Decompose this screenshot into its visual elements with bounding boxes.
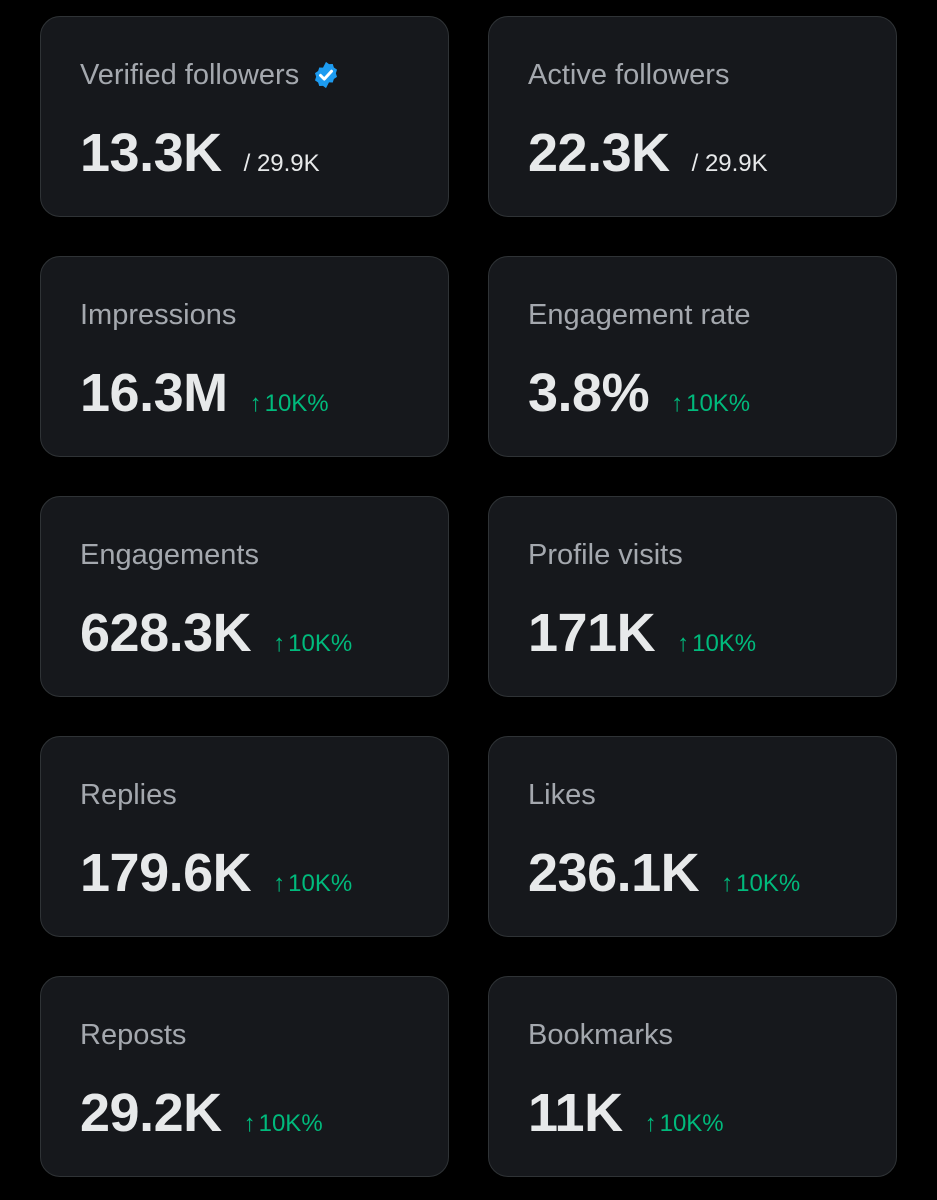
analytics-grid: Verified followers 13.3K / 29.9K Active … bbox=[40, 16, 897, 1177]
metric-change: ↑ 10K% bbox=[721, 870, 800, 898]
arrow-up-icon: ↑ bbox=[273, 870, 286, 897]
metric-label-text: Reposts bbox=[80, 1019, 187, 1051]
metric-label-text: Likes bbox=[528, 779, 596, 811]
metric-value: 13.3K bbox=[80, 123, 222, 183]
metric-change: ↑ 10K% bbox=[273, 870, 352, 898]
metric-value-row: 171K ↑ 10K% bbox=[528, 603, 756, 663]
metric-change: ↑ 10K% bbox=[645, 1110, 724, 1138]
arrow-up-icon: ↑ bbox=[671, 390, 684, 417]
metric-change-text: 10K% bbox=[659, 1110, 724, 1137]
metric-value: 628.3K bbox=[80, 603, 252, 663]
metric-label: Replies bbox=[80, 777, 177, 813]
arrow-up-icon: ↑ bbox=[249, 390, 262, 417]
metric-label-text: Active followers bbox=[528, 59, 730, 91]
metric-label-text: Replies bbox=[80, 779, 177, 811]
metric-value: 171K bbox=[528, 603, 656, 663]
metric-change-text: 10K% bbox=[686, 390, 751, 417]
metric-label: Reposts bbox=[80, 1017, 186, 1053]
metric-label: Engagement rate bbox=[528, 297, 750, 333]
metric-card-bookmarks[interactable]: Bookmarks 11K ↑ 10K% bbox=[488, 976, 897, 1177]
metric-card-reposts[interactable]: Reposts 29.2K ↑ 10K% bbox=[40, 976, 449, 1177]
metric-change-text: 10K% bbox=[288, 870, 353, 897]
metric-label-text: Verified followers bbox=[80, 59, 300, 91]
metric-card-engagements[interactable]: Engagements 628.3K ↑ 10K% bbox=[40, 496, 449, 697]
metric-change: ↑ 10K% bbox=[250, 390, 329, 418]
metric-label-text: Engagement rate bbox=[528, 299, 751, 331]
arrow-up-icon: ↑ bbox=[273, 630, 286, 657]
arrow-up-icon: ↑ bbox=[644, 1110, 657, 1137]
verified-badge-icon bbox=[311, 60, 341, 90]
metric-change: ↑ 10K% bbox=[273, 630, 352, 658]
metric-value: 22.3K bbox=[528, 123, 670, 183]
metric-value-row: 236.1K ↑ 10K% bbox=[528, 843, 800, 903]
metric-value-row: 22.3K / 29.9K bbox=[528, 123, 768, 183]
metric-change-text: 10K% bbox=[264, 390, 329, 417]
metric-label-text: Impressions bbox=[80, 299, 237, 331]
metric-value-row: 16.3M ↑ 10K% bbox=[80, 363, 329, 423]
metric-card-active-followers[interactable]: Active followers 22.3K / 29.9K bbox=[488, 16, 897, 217]
metric-card-verified-followers[interactable]: Verified followers 13.3K / 29.9K bbox=[40, 16, 449, 217]
metric-total: / 29.9K bbox=[243, 150, 320, 177]
arrow-up-icon: ↑ bbox=[677, 630, 690, 657]
metric-value: 179.6K bbox=[80, 843, 252, 903]
metric-card-likes[interactable]: Likes 236.1K ↑ 10K% bbox=[488, 736, 897, 937]
metric-change: ↑ 10K% bbox=[677, 630, 756, 658]
metric-label: Engagements bbox=[80, 537, 259, 573]
metric-value-row: 3.8% ↑ 10K% bbox=[528, 363, 750, 423]
metric-card-engagement-rate[interactable]: Engagement rate 3.8% ↑ 10K% bbox=[488, 256, 897, 457]
metric-value: 236.1K bbox=[528, 843, 700, 903]
metric-change-text: 10K% bbox=[288, 630, 353, 657]
metric-label-text: Bookmarks bbox=[528, 1019, 674, 1051]
metric-value-row: 628.3K ↑ 10K% bbox=[80, 603, 352, 663]
arrow-up-icon: ↑ bbox=[243, 1110, 256, 1137]
metric-value-row: 11K ↑ 10K% bbox=[528, 1083, 724, 1143]
metric-change: ↑ 10K% bbox=[244, 1110, 323, 1138]
metric-value: 16.3M bbox=[80, 363, 228, 423]
metric-change-text: 10K% bbox=[736, 870, 801, 897]
metric-value: 29.2K bbox=[80, 1083, 222, 1143]
metric-card-replies[interactable]: Replies 179.6K ↑ 10K% bbox=[40, 736, 449, 937]
metric-value-row: 179.6K ↑ 10K% bbox=[80, 843, 352, 903]
metric-label-text: Engagements bbox=[80, 539, 259, 571]
metric-label: Verified followers bbox=[80, 57, 341, 93]
metric-label: Active followers bbox=[528, 57, 729, 93]
metric-value: 11K bbox=[528, 1083, 623, 1143]
metric-value-row: 29.2K ↑ 10K% bbox=[80, 1083, 323, 1143]
metric-label: Profile visits bbox=[528, 537, 683, 573]
metric-value-row: 13.3K / 29.9K bbox=[80, 123, 320, 183]
metric-label: Impressions bbox=[80, 297, 236, 333]
metric-change-text: 10K% bbox=[692, 630, 757, 657]
metric-total: / 29.9K bbox=[691, 150, 768, 177]
metric-card-profile-visits[interactable]: Profile visits 171K ↑ 10K% bbox=[488, 496, 897, 697]
metric-label-text: Profile visits bbox=[528, 539, 683, 571]
metric-label: Bookmarks bbox=[528, 1017, 673, 1053]
metric-card-impressions[interactable]: Impressions 16.3M ↑ 10K% bbox=[40, 256, 449, 457]
arrow-up-icon: ↑ bbox=[721, 870, 734, 897]
metric-change: ↑ 10K% bbox=[671, 390, 750, 418]
metric-label: Likes bbox=[528, 777, 596, 813]
metric-value: 3.8% bbox=[528, 363, 650, 423]
metric-change-text: 10K% bbox=[258, 1110, 323, 1137]
